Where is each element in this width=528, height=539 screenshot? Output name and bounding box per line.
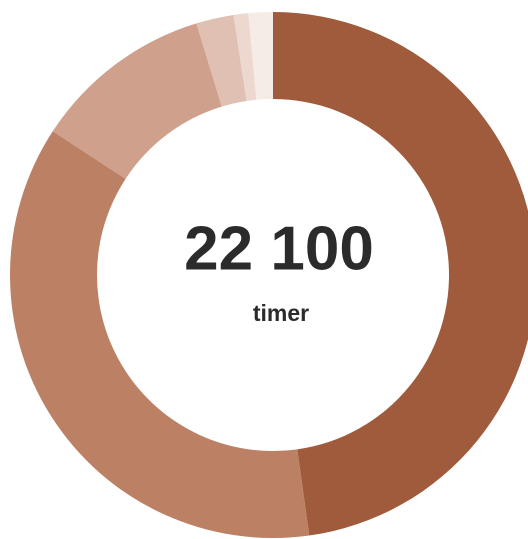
donut-slice — [52, 23, 222, 179]
donut-slice — [10, 131, 310, 538]
donut-slice — [273, 12, 528, 536]
center-label: timer — [253, 300, 309, 326]
donut-slice — [196, 14, 247, 107]
donut — [10, 12, 528, 538]
donut-slice — [248, 12, 273, 100]
center-value: 22 100 — [184, 214, 374, 283]
donut-slice — [233, 13, 257, 101]
